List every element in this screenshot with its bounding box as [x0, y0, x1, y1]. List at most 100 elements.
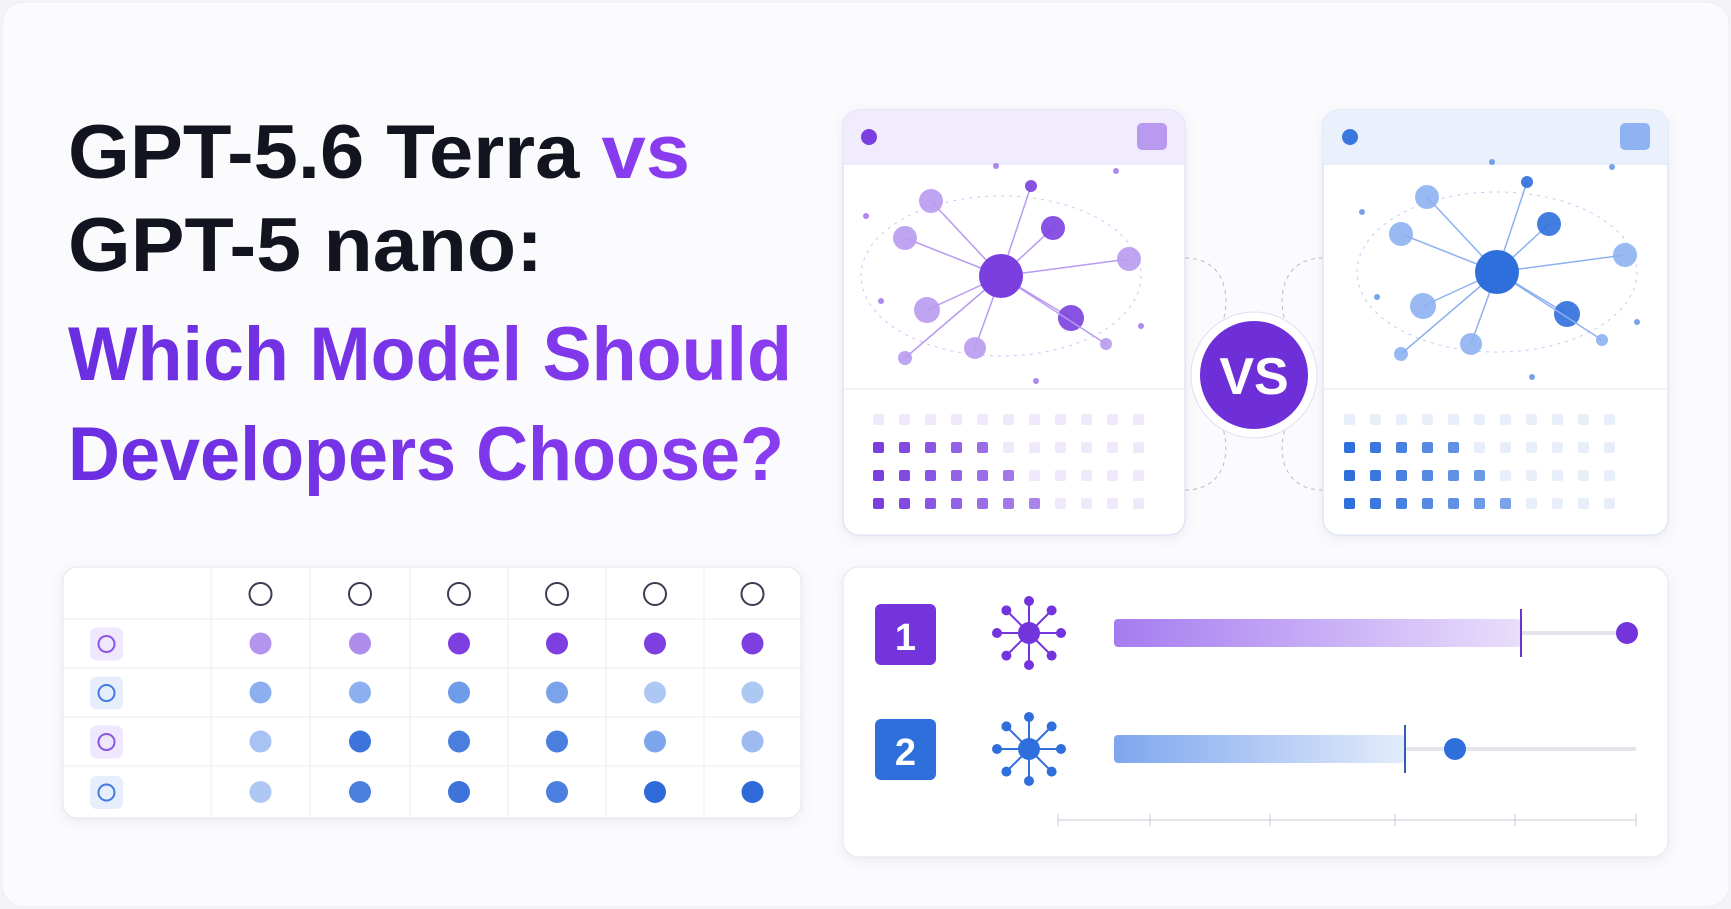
grid-cell [1003, 498, 1014, 509]
grid-cell [1526, 414, 1537, 425]
grid-cell [1081, 414, 1092, 425]
grid-cell [1500, 470, 1511, 481]
menu-button [1620, 123, 1650, 150]
row-icon-glyph [97, 783, 116, 802]
grid-cell [1396, 498, 1407, 509]
grid-cell [1500, 442, 1511, 453]
hub [1475, 250, 1519, 294]
node [1410, 293, 1436, 319]
rating-dot [741, 730, 764, 753]
node [1058, 305, 1084, 331]
grid-cell [1107, 470, 1118, 481]
header-icon [545, 582, 569, 606]
title-vs: vs [602, 110, 690, 195]
rating-dot [644, 781, 666, 803]
title-line: Developers Choose? [68, 412, 784, 497]
grid-cell [1344, 470, 1355, 481]
menu-button [1137, 123, 1167, 150]
ranking-panel: 1 2 [842, 566, 1669, 858]
rank-box [875, 719, 936, 780]
rating-dot [546, 681, 568, 704]
node [1415, 185, 1439, 209]
bar [1114, 619, 1521, 647]
rating-dot [644, 730, 666, 753]
feature-table [62, 566, 802, 819]
grid-cell [1500, 414, 1511, 425]
grid-cell [1344, 442, 1355, 453]
icon-node [1024, 776, 1034, 786]
row-icon-glyph [97, 635, 116, 653]
node [1041, 216, 1065, 240]
node [1394, 347, 1408, 361]
grid-cell [899, 470, 910, 481]
status-dot [1342, 129, 1358, 145]
rating-dot [741, 681, 764, 704]
grid-cell [1055, 442, 1066, 453]
grid-cell [1029, 470, 1040, 481]
grid-cell [1552, 442, 1563, 453]
grid-cell [1003, 414, 1014, 425]
grid-cell [925, 442, 936, 453]
node [964, 337, 986, 359]
grid-cell [1081, 470, 1092, 481]
title-line: GPT-5 nano: [68, 203, 543, 288]
grid-cell [1526, 442, 1537, 453]
row-icon-glyph [97, 733, 116, 751]
grid-cell [1422, 498, 1433, 509]
grid-cell [1003, 442, 1014, 453]
rating-dot [249, 632, 272, 655]
grid-cell [925, 414, 936, 425]
rating-dot [349, 681, 371, 704]
icon-node [1001, 650, 1012, 661]
table-panel [62, 566, 802, 819]
rating-dot [349, 781, 371, 803]
badge-text: VS [1219, 348, 1288, 406]
row-icon-glyph [97, 684, 116, 702]
grid-cell [873, 498, 884, 509]
header-icon [348, 582, 372, 606]
rank-label: 2 [895, 732, 916, 774]
grid-cell [1396, 442, 1407, 453]
rating-dot [249, 781, 272, 803]
badge [1200, 321, 1308, 429]
grid-cell [1029, 498, 1040, 509]
grid-cell [1474, 470, 1485, 481]
icon-node [1001, 605, 1012, 616]
header-icon [740, 582, 765, 606]
particle [1529, 374, 1535, 380]
grid-cell [977, 442, 988, 453]
grid-cell [1107, 414, 1118, 425]
title-text: GPT-5.6 Terra [68, 110, 580, 195]
rating-dot [546, 730, 568, 753]
grid-cell [1029, 442, 1040, 453]
icon-hub [1018, 738, 1040, 760]
icon-node [1056, 628, 1066, 638]
grid-cell [1474, 414, 1485, 425]
grid-cell [1604, 442, 1615, 453]
rating-dot [644, 681, 666, 704]
grid-cell [1422, 442, 1433, 453]
grid-cell [1552, 414, 1563, 425]
grid-cell [873, 442, 884, 453]
grid-cell [899, 498, 910, 509]
grid-cell [1055, 470, 1066, 481]
node [1554, 301, 1580, 327]
rating-dot [249, 730, 272, 753]
grid-cell [1578, 414, 1589, 425]
grid-cell [1422, 414, 1433, 425]
icon-node [1046, 650, 1057, 661]
panel [842, 566, 1669, 858]
icon-node [1046, 721, 1057, 732]
grid-cell [951, 414, 962, 425]
rating-dot [546, 632, 568, 655]
grid-cell [1448, 498, 1459, 509]
rating-dot [249, 681, 272, 704]
grid-cell [1396, 414, 1407, 425]
grid-cell [1552, 498, 1563, 509]
grid-cell [1578, 498, 1589, 509]
grid-cell [1448, 470, 1459, 481]
header-icon [248, 582, 273, 606]
grid-cell [925, 498, 936, 509]
